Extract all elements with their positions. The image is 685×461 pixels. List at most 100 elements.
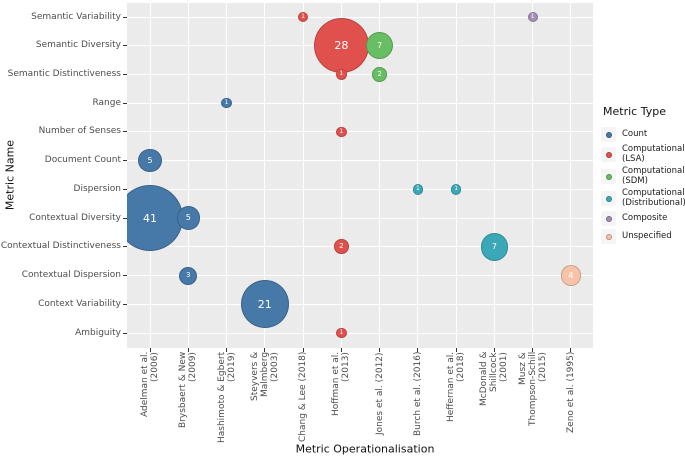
gridline-vertical: [493, 3, 495, 348]
y-tick: [123, 131, 127, 133]
x-tick-label: Hashimoto & Egbert (2019): [216, 352, 237, 444]
data-point-bubble: 5: [138, 149, 162, 173]
data-point-bubble: 1: [412, 184, 424, 195]
x-tick-label: Burch et al. (2016): [412, 352, 423, 437]
x-tick-label: Adelman et al. (2006): [140, 352, 160, 418]
legend-item: Computational (SDM): [601, 166, 685, 186]
x-tick: [187, 348, 189, 352]
gridline-vertical: [264, 3, 266, 348]
y-tick-label: Dispersion: [73, 183, 121, 194]
gridline-vertical: [532, 3, 534, 348]
gridline-vertical: [379, 3, 381, 348]
y-tick-label: Number of Senses: [38, 126, 121, 137]
x-axis-title: Metric Operationalisation: [295, 442, 435, 456]
x-tick-label: Jones et al. (2012): [374, 352, 385, 435]
y-axis-title: Metric Name: [3, 139, 17, 211]
y-tick-label: Context Variability: [38, 298, 121, 309]
x-tick: [570, 348, 572, 352]
legend-key: [601, 169, 616, 184]
data-point-bubble: 21: [240, 280, 289, 329]
x-tick: [149, 348, 151, 352]
legend-label: Count: [622, 128, 648, 139]
gridline-vertical: [226, 3, 228, 348]
x-tick: [302, 348, 304, 352]
legend-title: Metric Type: [603, 105, 666, 118]
y-tick: [123, 160, 127, 162]
data-point-bubble: 1: [336, 327, 347, 339]
gridline-vertical: [340, 3, 342, 348]
gridline-horizontal: [127, 102, 593, 104]
y-tick: [123, 246, 127, 248]
x-tick-label: Musz & Thompson-Schill (2015): [517, 352, 548, 427]
gridline-horizontal: [127, 275, 593, 277]
legend-key: [601, 147, 616, 162]
gridline-vertical: [302, 3, 304, 348]
x-tick-label: Chang & Lee (2018): [298, 352, 309, 443]
gridline-vertical: [187, 3, 189, 348]
data-point-bubble: 3: [179, 266, 198, 285]
gridline-vertical: [149, 3, 151, 348]
y-tick: [123, 16, 127, 18]
legend-item: Count: [601, 127, 685, 142]
y-tick: [123, 188, 127, 190]
legend-item: Computational (Distributional): [601, 188, 685, 208]
y-tick: [123, 275, 127, 277]
legend-dot-icon: [605, 173, 612, 180]
x-tick-label: Heffernan et al. (2018): [446, 352, 467, 423]
gridline-vertical: [455, 3, 457, 348]
y-tick-label: Range: [92, 97, 121, 108]
data-point-bubble: 28: [313, 18, 369, 74]
gridline-horizontal: [127, 73, 593, 75]
legend-label: Computational (SDM): [622, 166, 685, 186]
legend-label: Composite: [622, 212, 668, 223]
gridline-vertical: [570, 3, 572, 348]
legend-label: Unspecified: [622, 230, 672, 241]
x-tick-label: Brysbaert & New (2009): [178, 352, 199, 429]
data-point-bubble: 2: [333, 239, 349, 255]
legend-dot-icon: [605, 215, 612, 222]
gridline-horizontal: [127, 332, 593, 334]
y-tick: [123, 303, 127, 305]
legend-dot-icon: [605, 131, 612, 138]
legend-key: [601, 211, 616, 226]
gridline-vertical: [417, 3, 419, 348]
gridline-horizontal: [127, 246, 593, 248]
legend-key: [601, 127, 616, 142]
x-tick: [226, 348, 228, 352]
y-tick-label: Semantic Variability: [31, 11, 121, 22]
data-point-bubble: 1: [297, 11, 309, 23]
x-tick: [264, 348, 266, 352]
data-point-bubble: 1: [336, 69, 347, 80]
x-tick: [455, 348, 457, 352]
x-tick: [417, 348, 419, 352]
gridline-horizontal: [127, 160, 593, 162]
legend-item: Composite: [601, 211, 685, 226]
y-tick-label: Contextual Diversity: [29, 212, 121, 223]
x-tick-label: Steyvers & Malmberg (2003): [249, 352, 280, 402]
plot-panel: 41 28 21 7 7 5 5 4 3 2 2 1 1 1 1 1 1 1 1: [127, 3, 593, 348]
legend-item: Computational (LSA): [601, 144, 685, 164]
y-tick: [123, 45, 127, 47]
data-point-bubble: 1: [221, 97, 232, 109]
x-tick: [532, 348, 534, 352]
gridline-horizontal: [127, 217, 593, 219]
x-tick: [493, 348, 495, 352]
x-tick-label: McDonald & Shillcock (2001): [479, 352, 510, 407]
y-tick-label: Document Count: [44, 155, 121, 166]
legend: Metric Type Count Computational (LSA) Comp…: [601, 105, 685, 247]
y-tick-label: Contextual Distinctiveness: [0, 241, 121, 252]
gridline-horizontal: [127, 303, 593, 305]
data-point-bubble: 7: [365, 31, 394, 60]
legend-key: [601, 191, 616, 206]
y-tick-label: Semantic Diversity: [35, 40, 121, 51]
data-point-bubble: 2: [372, 67, 387, 82]
y-tick: [123, 332, 127, 334]
y-tick: [123, 217, 127, 219]
y-tick-label: Contextual Dispersion: [21, 270, 121, 281]
legend-label: Computational (LSA): [622, 144, 685, 164]
legend-items: Count Computational (LSA) Computational (S…: [601, 127, 685, 244]
legend-dot-icon: [605, 233, 612, 240]
legend-item: Unspecified: [601, 229, 685, 244]
legend-dot-icon: [605, 151, 612, 158]
gridline-horizontal: [127, 188, 593, 190]
